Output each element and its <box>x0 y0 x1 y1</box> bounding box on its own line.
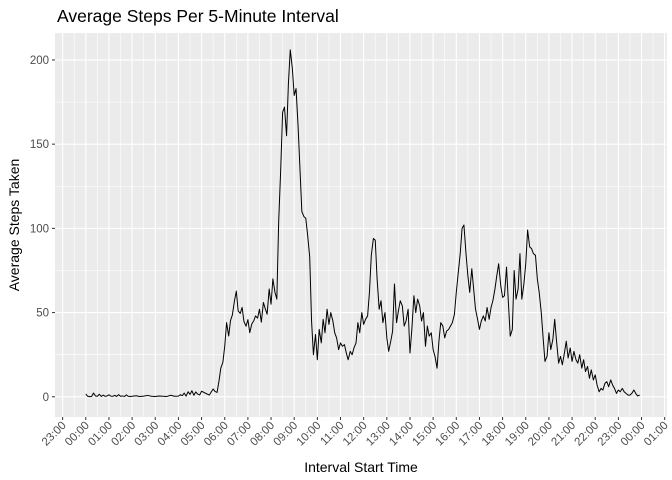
x-tick-label: 11:00 <box>318 420 346 448</box>
x-tick-label: 00:00 <box>619 420 648 449</box>
x-tick-label: 03:00 <box>133 420 162 449</box>
x-tick-label: 23:00 <box>40 420 69 449</box>
y-tick-label: 150 <box>30 139 49 151</box>
x-tick-label: 19:00 <box>503 420 532 449</box>
plot-panel <box>55 33 667 417</box>
x-tick-label: 16:00 <box>434 420 463 449</box>
y-axis-title: Average Steps Taken <box>6 159 22 292</box>
x-tick-label: 02:00 <box>109 420 138 449</box>
x-tick-label: 21:00 <box>549 420 578 449</box>
x-axis: 23:0000:0001:0002:0003:0004:0005:0006:00… <box>40 417 671 448</box>
x-tick-label: 10:00 <box>295 420 324 449</box>
x-tick-label: 08:00 <box>248 420 277 449</box>
x-tick-label: 06:00 <box>202 420 231 449</box>
x-tick-label: 07:00 <box>225 420 254 449</box>
x-tick-label: 01:00 <box>86 420 115 449</box>
series-layer <box>85 49 640 398</box>
x-tick-label: 17:00 <box>457 420 486 449</box>
x-tick-label: 09:00 <box>271 420 300 449</box>
x-tick-label: 04:00 <box>156 420 185 449</box>
x-tick-label: 23:00 <box>596 420 625 449</box>
x-tick-label: 12:00 <box>341 420 370 449</box>
minor-grid <box>55 33 667 417</box>
x-axis-title: Interval Start Time <box>304 459 418 475</box>
x-tick-label: 05:00 <box>179 420 208 449</box>
y-tick-label: 0 <box>43 392 49 404</box>
x-tick-label: 20:00 <box>526 420 555 449</box>
chart-title: Average Steps Per 5-Minute Interval <box>57 6 339 26</box>
x-tick-label: 00:00 <box>63 420 92 449</box>
y-tick-label: 100 <box>30 223 49 235</box>
x-tick-label: 13:00 <box>364 420 393 449</box>
x-tick-label: 22:00 <box>573 420 602 449</box>
y-axis: 0 50 100 150 200 <box>30 55 55 404</box>
x-tick-label: 01:00 <box>642 420 671 449</box>
major-grid <box>55 33 667 417</box>
x-tick-label: 15:00 <box>410 420 439 449</box>
series-line <box>85 49 640 398</box>
y-tick-label: 50 <box>36 308 49 320</box>
y-tick-label: 200 <box>30 55 49 67</box>
x-tick-label: 18:00 <box>480 420 509 449</box>
x-tick-label: 14:00 <box>387 420 416 449</box>
